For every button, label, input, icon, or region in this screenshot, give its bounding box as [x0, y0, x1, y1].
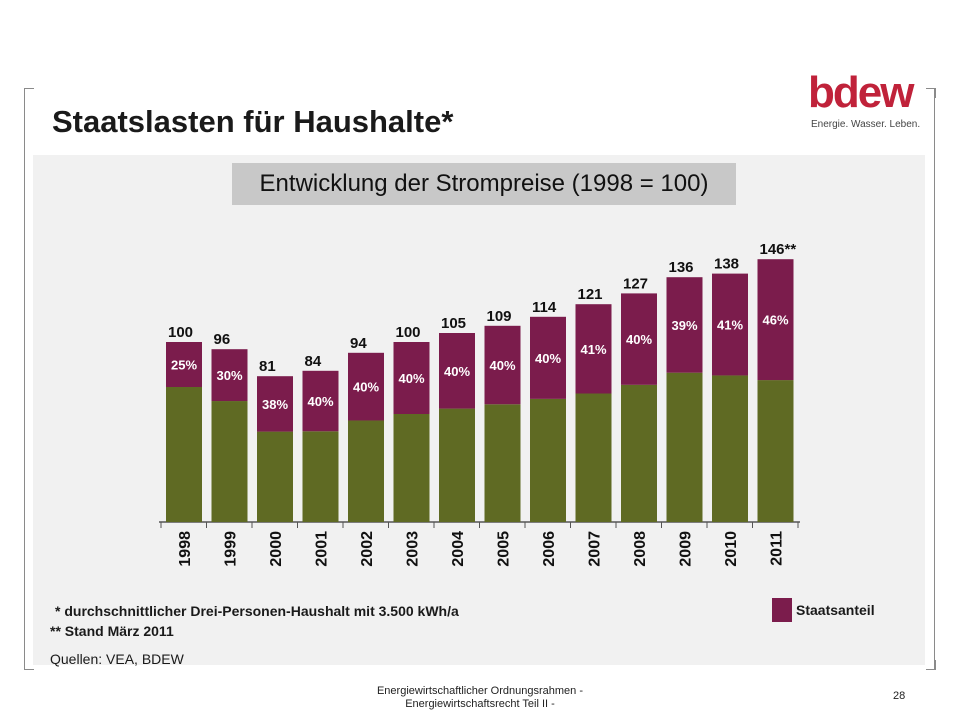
bar-rest-2009 — [666, 372, 703, 522]
share-label-1999: 30% — [216, 368, 242, 383]
footnote-date: ** Stand März 2011 — [50, 623, 174, 639]
total-label-1998: 100 — [168, 324, 193, 341]
chart-subtitle: Entwicklung der Strompreise (1998 = 100) — [232, 163, 736, 205]
share-label-2002: 40% — [353, 380, 379, 395]
x-tick-label-2008: 2008 — [632, 531, 649, 567]
x-tick-label-2003: 2003 — [405, 531, 422, 567]
slide-footer: Energiewirtschaftlicher Ordnungsrahmen -… — [280, 685, 680, 711]
bdew-logo: bdew Energie. Wasser. Leben. — [808, 68, 921, 134]
share-label-2001: 40% — [307, 394, 333, 409]
bar-rest-1998 — [166, 387, 202, 522]
x-tick-label-2009: 2009 — [678, 531, 695, 567]
total-label-2006: 114 — [532, 299, 557, 316]
x-tick-label-1999: 1999 — [223, 531, 240, 567]
legend-label-staatsanteil: Staatsanteil — [796, 602, 875, 618]
x-tick-label-2005: 2005 — [496, 531, 513, 567]
bar-staatsanteil-2011 — [757, 259, 794, 381]
share-label-2004: 40% — [444, 364, 470, 379]
bar-rest-2008 — [621, 384, 657, 522]
bar-staatsanteil-2002 — [348, 352, 384, 421]
x-tick-label-2010: 2010 — [723, 531, 740, 567]
bar-staatsanteil-1999 — [211, 349, 248, 402]
share-label-1998: 25% — [171, 358, 197, 373]
total-label-2000: 81 — [259, 358, 276, 375]
bar-staatsanteil-2007 — [575, 304, 612, 394]
footer-line-1: Energiewirtschaftlicher Ordnungsrahmen - — [376, 685, 584, 697]
x-tick-label-2001: 2001 — [314, 531, 331, 567]
bar-staatsanteil-2005 — [484, 325, 521, 405]
footnote-household: * durchschnittlicher Drei-Personen-Haush… — [55, 603, 459, 619]
share-label-2007: 41% — [580, 342, 606, 357]
bar-rest-2006 — [530, 398, 566, 522]
bar-rest-2001 — [302, 431, 339, 522]
x-tick-label-2004: 2004 — [450, 531, 467, 567]
share-label-2003: 40% — [398, 371, 424, 386]
bar-staatsanteil-2000 — [257, 376, 293, 432]
legend-swatch-staatsanteil — [772, 598, 792, 622]
share-label-2000: 38% — [262, 397, 288, 412]
total-label-2001: 84 — [305, 353, 322, 370]
share-label-2009: 39% — [671, 318, 697, 333]
share-label-2011: 46% — [762, 313, 788, 328]
bar-staatsanteil-2003 — [393, 342, 430, 414]
total-label-2005: 109 — [487, 308, 512, 325]
bar-rest-1999 — [211, 401, 248, 522]
x-tick-label-2006: 2006 — [541, 531, 558, 567]
footer-line-2: Energiewirtschaftsrecht Teil II - — [405, 698, 555, 710]
x-tick-label-2011: 2011 — [769, 531, 786, 566]
frame-left-edge — [24, 88, 25, 669]
bar-rest-2007 — [575, 393, 612, 522]
bar-rest-2004 — [439, 408, 475, 522]
total-label-2010: 138 — [714, 256, 739, 273]
frame-corner-bottom-right — [926, 660, 936, 670]
bar-staatsanteil-1998 — [166, 342, 202, 387]
bar-rest-2002 — [348, 420, 384, 522]
frame-right-edge — [934, 88, 935, 669]
bar-rest-2000 — [257, 431, 293, 522]
share-label-2008: 40% — [626, 332, 652, 347]
bar-staatsanteil-2010 — [712, 273, 748, 376]
frame-corner-top-right — [926, 88, 936, 98]
total-label-1999: 96 — [214, 331, 231, 348]
bar-rest-2005 — [484, 404, 521, 522]
x-tick-label-2002: 2002 — [359, 531, 376, 567]
total-label-2002: 94 — [350, 335, 367, 352]
share-label-2005: 40% — [489, 358, 515, 373]
share-label-2010: 41% — [717, 318, 743, 333]
x-tick-label-2000: 2000 — [268, 531, 285, 567]
bar-rest-2011 — [757, 380, 794, 522]
x-tick-label-1998: 1998 — [177, 531, 194, 567]
total-label-2003: 100 — [396, 324, 421, 341]
bar-staatsanteil-2006 — [530, 316, 566, 399]
total-label-2007: 121 — [578, 286, 603, 303]
total-label-2011: 146** — [760, 241, 797, 258]
total-label-2004: 105 — [441, 315, 466, 332]
x-tick-label-2007: 2007 — [587, 531, 604, 567]
slide-title: Staatslasten für Haushalte* — [52, 104, 454, 139]
logo-wordmark: bdew — [808, 68, 914, 117]
sources-note: Quellen: VEA, BDEW — [50, 651, 184, 667]
bar-rest-2010 — [712, 375, 748, 522]
bar-rest-2003 — [393, 414, 430, 522]
page-number: 28 — [893, 690, 906, 702]
bar-staatsanteil-2008 — [621, 293, 657, 385]
logo-tagline: Energie. Wasser. Leben. — [811, 119, 921, 130]
total-label-2009: 136 — [669, 259, 694, 276]
bar-staatsanteil-2001 — [302, 370, 339, 432]
share-label-2006: 40% — [535, 351, 561, 366]
bar-staatsanteil-2009 — [666, 277, 703, 373]
bar-staatsanteil-2004 — [439, 333, 475, 409]
total-label-2008: 127 — [623, 275, 648, 292]
